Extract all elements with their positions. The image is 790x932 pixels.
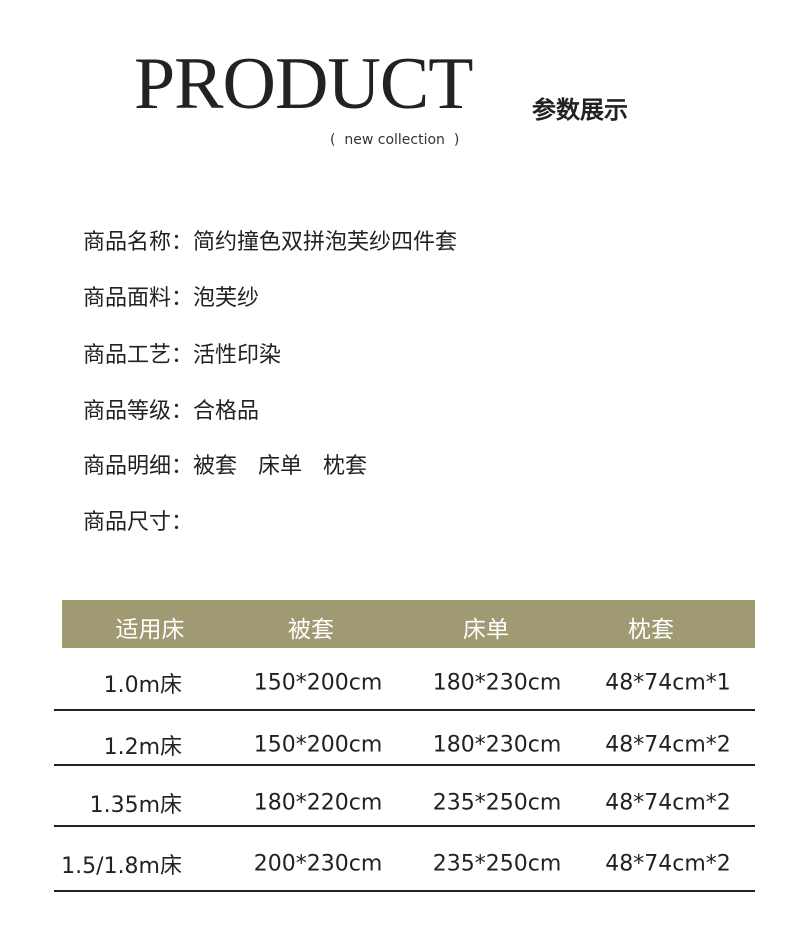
spec-item: 商品明细：被套 床单 枕套 <box>83 453 367 481</box>
row-divider <box>54 890 755 892</box>
table-cell: 200*230cm <box>253 851 383 877</box>
spec-label: 商品工艺： <box>83 343 194 368</box>
row-divider <box>54 764 755 766</box>
column-header: 被套 <box>288 617 334 643</box>
spec-label: 商品面料： <box>83 286 194 311</box>
spec-value: 被套 床单 枕套 <box>193 454 367 479</box>
table-cell: 150*200cm <box>253 670 383 696</box>
spec-item: 商品名称：简约撞色双拼泡芙纱四件套 <box>83 229 457 257</box>
row-divider <box>54 709 755 711</box>
table-header: 适用床 被套 床单 枕套 <box>62 600 755 648</box>
row-divider <box>54 825 755 827</box>
table-cell: 180*230cm <box>432 670 562 696</box>
spec-value: 简约撞色双拼泡芙纱四件套 <box>193 230 458 255</box>
table-cell: 1.5/1.8m床 <box>61 854 182 879</box>
spec-label: 商品名称： <box>83 230 194 255</box>
column-header: 床单 <box>463 617 509 643</box>
table-cell: 48*74cm*2 <box>605 790 731 816</box>
spec-item: 商品面料：泡芙纱 <box>83 285 259 313</box>
table-cell: 150*200cm <box>253 732 383 758</box>
table-cell: 235*250cm <box>432 851 562 877</box>
product-title: PRODUCT <box>134 43 473 125</box>
spec-label: 商品明细： <box>83 454 194 479</box>
spec-value: 合格品 <box>193 399 260 424</box>
spec-value: 泡芙纱 <box>193 286 260 311</box>
table-cell: 180*230cm <box>432 732 562 758</box>
column-header: 枕套 <box>628 617 674 643</box>
table-cell: 235*250cm <box>432 790 562 816</box>
section-subtitle: 参数展示 <box>532 96 628 124</box>
spec-value: 活性印染 <box>193 343 282 368</box>
spec-item: 商品工艺：活性印染 <box>83 342 281 370</box>
table-cell: 1.2m床 <box>103 735 182 760</box>
table-cell: 48*74cm*2 <box>605 851 731 877</box>
table-cell: 180*220cm <box>253 790 383 816</box>
spec-label: 商品等级： <box>83 399 194 424</box>
tagline: ( new collection ) <box>330 132 460 148</box>
column-header: 适用床 <box>115 617 185 643</box>
table-cell: 48*74cm*1 <box>605 670 731 696</box>
spec-item: 商品尺寸： <box>83 509 193 537</box>
table-cell: 1.0m床 <box>103 673 182 698</box>
table-cell: 48*74cm*2 <box>605 732 731 758</box>
table-cell: 1.35m床 <box>89 793 182 818</box>
spec-label: 商品尺寸： <box>83 510 194 535</box>
spec-item: 商品等级：合格品 <box>83 398 259 426</box>
